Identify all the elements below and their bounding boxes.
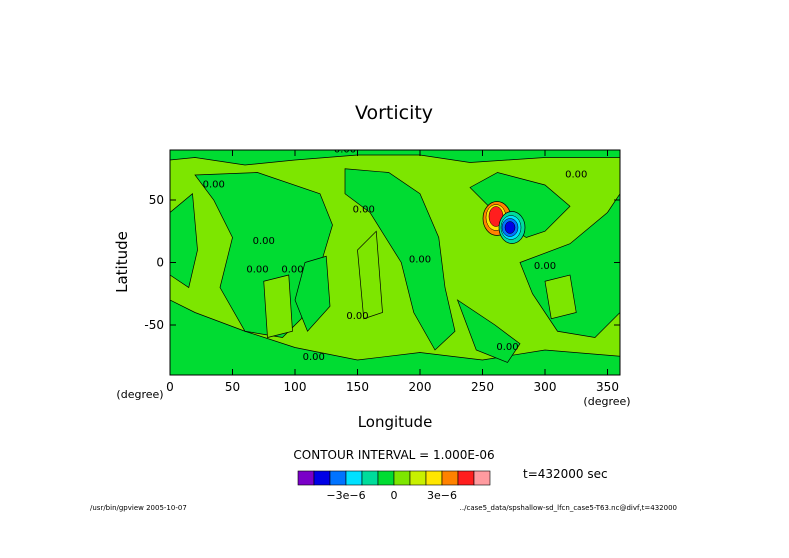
colorbar-swatch <box>393 470 411 486</box>
colorbar-tick-label: −3e−6 <box>326 489 365 502</box>
vortex-negative-core <box>504 221 516 234</box>
colorbar-swatch <box>425 470 443 486</box>
contour-label: 0.00 <box>246 265 268 276</box>
colorbar-swatch <box>441 470 459 486</box>
x-tick-label: 50 <box>225 380 240 394</box>
colorbar-swatch <box>457 470 475 486</box>
x-axis: 0 50 100 150 200 250 300 350 <box>166 150 619 394</box>
x-tick-label: 100 <box>284 380 307 394</box>
contour-label: 0.00 <box>303 352 325 363</box>
zero-contour-bands <box>170 150 620 375</box>
x-tick-label: 0 <box>166 380 174 394</box>
zero-band <box>294 255 331 332</box>
x-tick-label: 350 <box>596 380 619 394</box>
chart-title: Vorticity <box>355 102 433 124</box>
contour-label: 0.00 <box>253 236 275 247</box>
x-tick-label: 300 <box>534 380 557 394</box>
contour-interval-label: CONTOUR INTERVAL = 1.000E-06 <box>293 448 494 462</box>
contour-label: 0.00 <box>534 261 556 272</box>
plot-area: 0.00 0.00 0.00 0.00 0.00 0.00 0.00 0.00 0.00 0.00… <box>170 145 620 375</box>
colorbar-tick-label: 3e−6 <box>427 489 457 502</box>
colorbar-swatch <box>361 470 379 486</box>
y-axis: -50 0 50 <box>144 193 620 332</box>
colorbar-tick-label: 0 <box>391 489 398 502</box>
y-tick-label: 50 <box>149 193 164 207</box>
colorbar-swatch <box>473 470 491 486</box>
contour-label: 0.00 <box>565 170 587 181</box>
time-label: t=432000 sec <box>523 467 608 481</box>
zero-band <box>519 193 620 338</box>
zero-band <box>170 150 620 166</box>
band-hole <box>544 274 577 320</box>
zero-band <box>456 299 521 363</box>
colorbar: −3e−6 0 3e−6 <box>297 470 491 502</box>
band-hole <box>357 230 383 320</box>
contour-label: 0.00 <box>353 205 375 216</box>
x-tick-label: 200 <box>409 380 432 394</box>
y-tick-label: 0 <box>156 256 164 270</box>
x-axis-label: Longitude <box>358 413 433 431</box>
zero-band <box>170 193 198 289</box>
x-tick-label: 150 <box>346 380 369 394</box>
x-axis-unit-right: (degree) <box>583 395 630 408</box>
colorbar-swatch <box>377 470 395 486</box>
contour-label: 0.00 <box>346 311 368 322</box>
band-hole <box>263 274 293 338</box>
contour-label: 0.00 <box>496 342 518 353</box>
contour-label: 0.00 <box>409 255 431 266</box>
contour-label: 0.00 <box>334 145 356 156</box>
colorbar-swatch <box>409 470 427 486</box>
zero-band <box>344 168 456 351</box>
contour-labels: 0.00 0.00 0.00 0.00 0.00 0.00 0.00 0.00 0.00 0.00… <box>203 145 588 363</box>
y-axis-label: Latitude <box>113 231 131 293</box>
footer-right: ../case5_data/spshallow-sd_lfcn_case5-T6… <box>460 504 677 512</box>
x-tick-label: 250 <box>471 380 494 394</box>
footer-left: /usr/bin/gpview 2005-10-07 <box>90 504 187 512</box>
colorbar-swatch <box>313 470 331 486</box>
colorbar-swatch <box>345 470 363 486</box>
x-axis-unit-left: (degree) <box>116 388 163 401</box>
colorbar-swatch <box>297 470 315 486</box>
colorbar-swatch <box>329 470 347 486</box>
y-tick-label: -50 <box>144 318 164 332</box>
contour-label: 0.00 <box>281 265 303 276</box>
contour-label: 0.00 <box>203 180 225 191</box>
vortex-feature <box>482 201 526 244</box>
